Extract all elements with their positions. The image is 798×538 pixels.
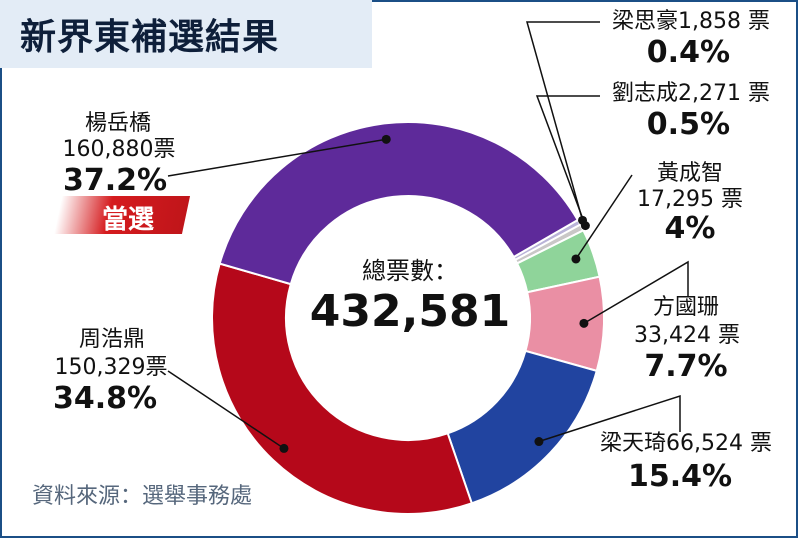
- label-wong-sing-chi: 黃成智: [656, 161, 723, 186]
- leader-line-lau-chi-shing: [535, 95, 600, 226]
- leader-line-alvin-yeung: [167, 138, 387, 177]
- percent-fong-kwok-shan: 7.7%: [644, 349, 728, 384]
- leader-dot-fong-kwok-shan: [579, 318, 589, 328]
- label-lau-chi-shing: 劉志成2,271 票: [530, 81, 770, 106]
- candidate-name: 梁思豪: [612, 9, 679, 34]
- leader-line-holden-chow: [167, 370, 285, 450]
- percent-alvin-yeung: 37.2%: [62, 163, 168, 198]
- leader-line-edward-leung: [538, 394, 681, 443]
- percent-edward-leung: 15.4%: [627, 459, 733, 494]
- leader-dot-holden-chow: [279, 443, 289, 453]
- percent-lau-chi-shing: 0.5%: [646, 107, 730, 142]
- leader-dot-alvin-yeung: [381, 134, 391, 144]
- candidate-name: 劉志成: [612, 81, 679, 106]
- leader-line-leung-sze-ho: [526, 21, 600, 221]
- votes-wong-sing-chi: 17,295 票: [637, 187, 743, 212]
- votes-holden-chow: 150,329票: [54, 355, 168, 380]
- percent-leung-sze-ho: 0.4%: [646, 35, 730, 70]
- winner-badge-text: 當選: [102, 205, 155, 235]
- title-banner: 新界東補選結果: [0, 0, 372, 68]
- percent-holden-chow: 34.8%: [52, 381, 158, 416]
- source-note: 資料來源：選舉事務處: [32, 484, 253, 509]
- label-edward-leung: 梁天琦66,524 票: [600, 431, 772, 456]
- label-holden-chow: 周浩鼎: [78, 327, 145, 352]
- chart-title: 新界東補選結果: [20, 17, 280, 58]
- total-label: 總票數：: [362, 257, 458, 285]
- candidate-votes: 1,858 票: [678, 9, 770, 34]
- candidate-name: 梁天琦: [600, 431, 667, 456]
- percent-wong-sing-chi: 4%: [664, 211, 716, 246]
- slice-alvin-yeung: [218, 121, 580, 286]
- candidate-votes: 2,271 票: [678, 81, 770, 106]
- label-leung-sze-ho: 梁思豪1,858 票: [530, 9, 770, 34]
- total-value: 432,581: [309, 286, 511, 337]
- slice-holden-chow: [211, 262, 474, 515]
- label-fong-kwok-shan: 方國珊: [652, 295, 719, 320]
- slice-edward-leung: [446, 349, 598, 505]
- votes-alvin-yeung: 160,880票: [62, 137, 176, 162]
- leader-line-fong-kwok-shan: [583, 260, 689, 324]
- leader-dot-wong-sing-chi: [571, 254, 581, 264]
- leader-dot-lau-chi-shing: [580, 221, 590, 231]
- leader-dot-edward-leung: [534, 437, 544, 447]
- label-alvin-yeung: 楊岳橋: [84, 111, 151, 136]
- leader-line-wong-sing-chi: [575, 174, 633, 260]
- votes-fong-kwok-shan: 33,424 票: [634, 323, 740, 348]
- candidate-votes: 66,524 票: [666, 431, 772, 456]
